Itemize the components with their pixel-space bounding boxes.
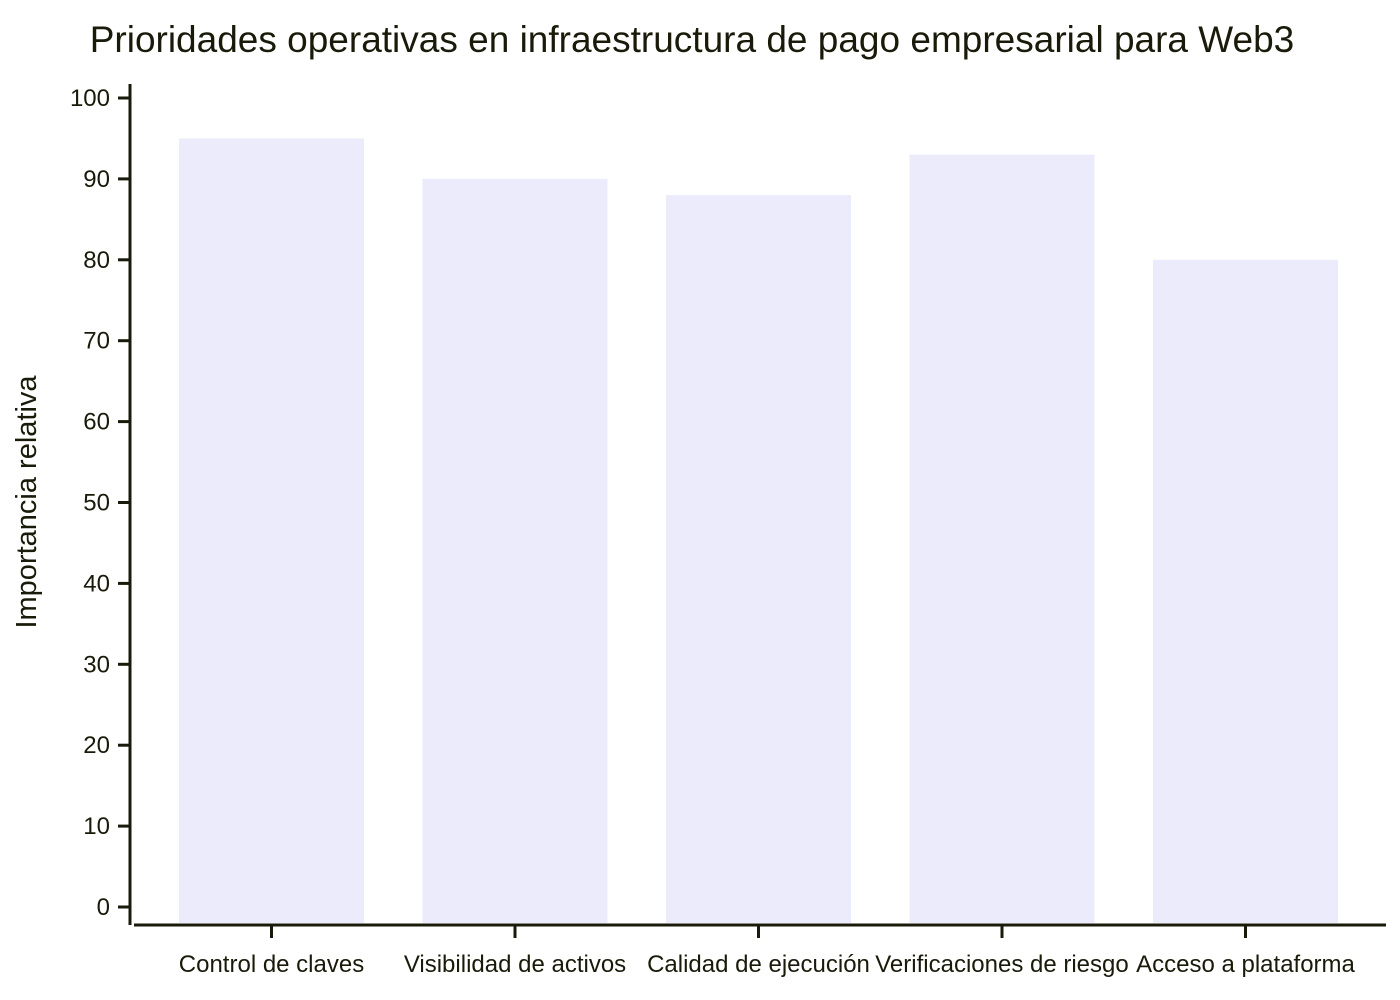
y-tick-label: 100: [70, 85, 110, 112]
x-tick-label: Verificaciones de riesgo: [875, 951, 1128, 978]
bar-4: [909, 154, 1095, 923]
y-tick-label: 40: [83, 570, 110, 597]
x-tick-label: Acceso a plataforma: [1136, 951, 1355, 978]
y-tick-label: 80: [83, 247, 110, 274]
x-tick-label: Calidad de ejecución: [647, 951, 870, 978]
y-tick-label: 70: [83, 328, 110, 355]
y-axis-ticks: 0 10 20 30 40 50 60 70 80 90 100: [70, 85, 130, 921]
y-tick-label: 50: [83, 490, 110, 517]
bar-3: [666, 195, 851, 923]
bar-5: [1153, 259, 1338, 923]
y-tick-label: 30: [83, 651, 110, 678]
y-tick-label: 90: [83, 166, 110, 193]
chart-title: Prioridades operativas en infraestructur…: [90, 19, 1295, 60]
bars-layer: [179, 138, 1338, 923]
bar-2: [422, 178, 608, 923]
y-tick-label: 60: [83, 409, 110, 436]
y-tick-label: 0: [97, 894, 110, 921]
y-tick-label: 20: [83, 732, 110, 759]
x-axis-ticks: Control de claves Visibilidad de activos C…: [179, 926, 1356, 978]
y-tick-label: 10: [83, 813, 110, 840]
x-tick-label: Control de claves: [179, 951, 364, 978]
y-axis-label: Importancia relativa: [11, 375, 43, 629]
bar-1: [179, 138, 364, 923]
x-tick-label: Visibilidad de activos: [404, 951, 626, 978]
